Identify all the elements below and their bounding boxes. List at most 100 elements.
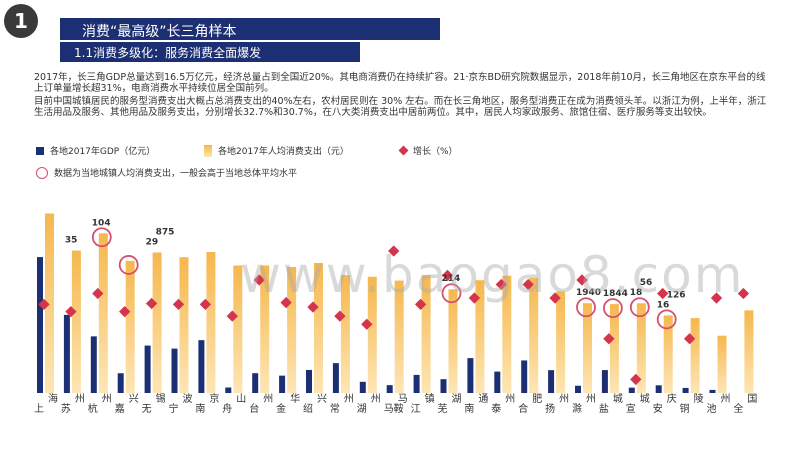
tick-label: 滁 bbox=[572, 402, 582, 415]
tick-label: 波 bbox=[183, 392, 193, 405]
section-number: 1 bbox=[4, 4, 38, 38]
tick-label: 台 bbox=[249, 402, 259, 415]
tick-label: 锡 bbox=[156, 392, 166, 405]
gdp-bar-南通 bbox=[467, 358, 474, 393]
growth-point-铜陵 bbox=[683, 333, 696, 345]
gdp-bar-嘉兴 bbox=[117, 373, 124, 393]
legend-circle-label: 数据为当地城镇人均消费支出，一般会高于当地总体平均水平 bbox=[54, 169, 298, 179]
tick-label: 城 bbox=[613, 393, 623, 405]
spend-bar-常州 bbox=[340, 275, 350, 393]
growth-point-滁州 bbox=[576, 274, 588, 286]
tick-label: 无 bbox=[142, 404, 152, 415]
tick-label: 州 bbox=[102, 393, 112, 405]
gdp-bar-芜湖 bbox=[440, 379, 447, 393]
growth-point-镇江 bbox=[414, 298, 427, 311]
growth-point-宁波 bbox=[172, 298, 185, 311]
gdp-bar-台州 bbox=[252, 373, 259, 393]
tick-label: 州 bbox=[559, 393, 569, 405]
gdp-bar-池州 bbox=[709, 389, 716, 393]
growth-point-池州 bbox=[710, 292, 723, 304]
tick-label: 华 bbox=[290, 392, 300, 405]
data-label-无锡: 29 bbox=[146, 237, 159, 247]
page-subtitle: 1.1消费多级化：服务消费全面爆发 bbox=[74, 46, 262, 60]
data-label-宣城: 56 bbox=[640, 278, 653, 288]
gdp-bar-舟山 bbox=[225, 387, 232, 393]
spend-bar-宁波 bbox=[179, 257, 189, 393]
gdp-bar-上海 bbox=[37, 257, 43, 393]
tick-label: 绍 bbox=[303, 402, 313, 415]
tick-label: 肥 bbox=[532, 393, 542, 405]
data-label-杭州: 104 bbox=[92, 218, 111, 228]
spend-bar-绍兴 bbox=[314, 262, 323, 393]
growth-point-安庆 bbox=[657, 287, 669, 300]
tick-label: 嘉 bbox=[115, 402, 125, 415]
legend-growth-label: 增长（%） bbox=[413, 147, 458, 157]
tick-label: 宁 bbox=[169, 402, 179, 415]
circle-marker-杭州 bbox=[91, 227, 112, 248]
legend-spend: 各地2017年人均消费支出（元） bbox=[204, 144, 349, 157]
tick-label: 州 bbox=[586, 393, 596, 405]
gdp-bar-无锡 bbox=[144, 345, 151, 393]
growth-point-台州 bbox=[253, 274, 265, 286]
spend-bar-铜陵 bbox=[690, 318, 700, 393]
growth-point-南通 bbox=[468, 292, 481, 304]
spend-bar-无锡 bbox=[152, 252, 162, 393]
growth-point-宣城 bbox=[630, 373, 642, 386]
tick-label: 马 bbox=[398, 393, 408, 405]
tick-label: 江 bbox=[411, 403, 421, 415]
data-label-安庆: 126 bbox=[667, 290, 686, 300]
tick-label: 山 bbox=[236, 393, 246, 405]
tick-label: 舟 bbox=[222, 402, 232, 415]
growth-point-芜湖 bbox=[441, 269, 454, 282]
gdp-bar-湖州 bbox=[359, 381, 366, 393]
tick-label: 合 bbox=[518, 402, 528, 415]
tick-label: 池 bbox=[707, 402, 717, 415]
tick-label: 陵 bbox=[694, 393, 704, 405]
tick-label: 城 bbox=[640, 393, 650, 405]
tick-label: 海 bbox=[48, 392, 58, 405]
spend-bar-马鞍山 bbox=[394, 280, 404, 393]
gdp-bar-镇江 bbox=[413, 374, 420, 393]
data-label-苏州: 35 bbox=[65, 236, 78, 246]
tick-label: 京 bbox=[209, 392, 219, 405]
spend-bar-杭州 bbox=[98, 233, 108, 393]
tick-label: 庆 bbox=[667, 392, 677, 405]
tick-label: 州 bbox=[505, 393, 515, 405]
tick-label: 安 bbox=[653, 402, 663, 415]
circle-marker-芜湖 bbox=[441, 283, 462, 304]
tick-label: 扬 bbox=[545, 402, 555, 415]
paragraph-1: 2017年，长三角GDP总量达到16.5万亿元，经济总量占到全国近20%。其电商… bbox=[34, 72, 766, 94]
tick-label: 镇 bbox=[425, 392, 435, 405]
spend-bar-滁州 bbox=[583, 303, 592, 393]
spend-bar-泰州 bbox=[502, 275, 512, 393]
gdp-bar-宣城 bbox=[628, 387, 635, 393]
data-label-宣城: 18 bbox=[630, 288, 643, 298]
gdp-bar-盐城 bbox=[601, 370, 608, 393]
spend-bar-湖州 bbox=[367, 276, 377, 393]
spend-bar-安庆 bbox=[663, 315, 673, 393]
growth-point-金华 bbox=[280, 296, 292, 309]
paragraph-2: 目前中国城镇居民的服务型消费支出大概占总消费支出的40%左右，农村居民则在 30… bbox=[34, 96, 767, 118]
spend-bar-镇江 bbox=[421, 275, 431, 393]
gdp-bar-合肥 bbox=[521, 360, 528, 393]
tick-label: 南 bbox=[195, 402, 205, 415]
tick-label: 上 bbox=[34, 403, 44, 415]
legend-gdp: 各地2017年GDP（亿元） bbox=[36, 144, 155, 157]
gdp-bar-宁波 bbox=[171, 348, 178, 393]
growth-point-常州 bbox=[334, 310, 346, 322]
tick-label: 芜 bbox=[438, 402, 448, 415]
data-label-盐城: 1844 bbox=[603, 289, 628, 299]
tick-label: 湖 bbox=[452, 393, 462, 405]
spend-bar-宣城 bbox=[636, 303, 646, 393]
tick-label: 盐 bbox=[599, 402, 609, 415]
gdp-bar-滁州 bbox=[575, 385, 581, 393]
tick-label: 南 bbox=[464, 402, 474, 415]
tick-label: 金 bbox=[276, 402, 286, 415]
spend-bar-南京 bbox=[206, 252, 216, 393]
gdp-bar-马鞍山 bbox=[386, 385, 393, 393]
tick-label: 苏 bbox=[61, 402, 71, 415]
spend-bar-合肥 bbox=[529, 277, 539, 393]
data-label-安庆: 16 bbox=[657, 300, 670, 310]
spend-bar-嘉兴 bbox=[125, 260, 135, 393]
tick-label: 兴 bbox=[129, 393, 139, 405]
